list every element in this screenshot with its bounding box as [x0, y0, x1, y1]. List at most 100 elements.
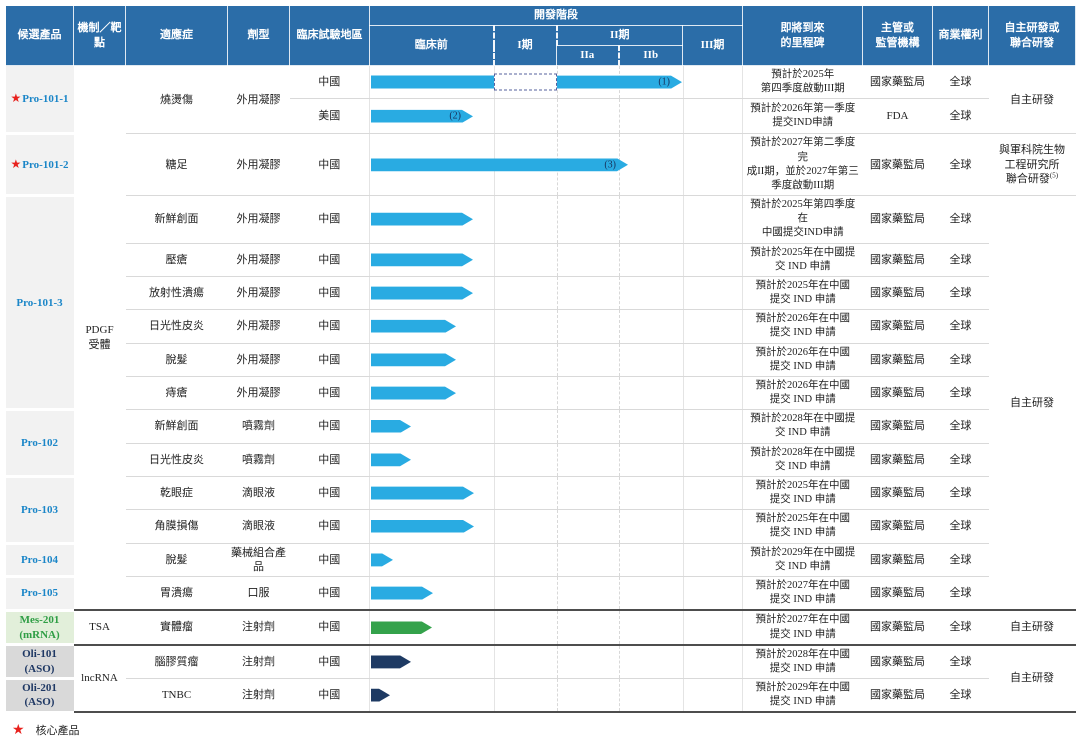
cell-indication: 新鮮創面: [125, 409, 228, 444]
cell-product: Pro-104: [5, 543, 74, 578]
cell-bar: [368, 443, 744, 477]
stage-gridline: [494, 410, 495, 443]
cell-indication: 燒燙傷: [125, 65, 228, 135]
cell-bar: [368, 576, 744, 611]
legend: ★ 核心產品: [12, 722, 1080, 739]
stage-gridline: [619, 576, 620, 610]
stage-gridline: [683, 376, 684, 410]
cell-region: 中國: [289, 543, 370, 577]
stage-gridline: [557, 476, 558, 510]
pipeline-bar: [557, 76, 682, 89]
pipeline-bar: [371, 320, 456, 333]
pipeline-bar: [371, 487, 474, 500]
cell-rights: 全球: [932, 576, 989, 611]
product-name: Oli-201 (ASO): [22, 682, 57, 709]
stage-gridline: [494, 310, 495, 343]
stage-header-preclinical: 臨床前: [369, 25, 494, 66]
stage-gridline: [494, 611, 495, 644]
pipeline-bar: [371, 213, 473, 226]
stage-gridline: [494, 196, 495, 243]
bar-label: (3): [604, 159, 616, 171]
stage-gridline: [557, 510, 558, 543]
table-row: Oli-201 (ASO) TNBC 注射劑 中國 預計於2029年在中國 提交 IND…: [5, 678, 1076, 714]
cell-region: 中國: [289, 443, 370, 477]
cell-region: 中國: [289, 343, 370, 377]
cell-bar: [368, 409, 744, 444]
cell-indication: 日光性皮炎: [125, 309, 228, 344]
cell-regulator: 國家藥監局: [862, 65, 933, 100]
cell-product: Pro-103: [5, 476, 74, 545]
stage-gridline: [557, 611, 558, 644]
stage-gridline: [683, 576, 684, 610]
cell-regulator: 國家藥監局: [862, 276, 933, 311]
legend-label: 核心產品: [35, 725, 80, 738]
cell-form: 注射劑: [227, 678, 290, 714]
cell-development: 與軍科院生物 工程研究所 聯合研發(5): [988, 133, 1076, 197]
table-row: Oli-101 (ASO) lncRNA 腦膠質瘤 注射劑 中國 預計於2028年在中國 …: [5, 644, 1076, 714]
cell-mechanism: PDGF 受體: [85, 324, 114, 351]
cell-milestone: 預計於2027年在中國 提交 IND 申請: [742, 576, 863, 611]
pipeline-bar: [371, 520, 474, 533]
stage-gridline: [619, 679, 620, 712]
cell-region: 中國: [289, 133, 370, 197]
cell-regulator: 國家藥監局: [862, 509, 933, 544]
cell-milestone: 預計於2025年在中國提 交 IND 申請: [742, 243, 863, 277]
cell-indication: 痔瘡: [125, 376, 228, 411]
stage-gridline: [683, 611, 684, 644]
cell-region: 中國: [289, 376, 370, 411]
cell-product: Pro-105: [5, 576, 74, 612]
table-row: 脫髮 外用凝膠 中國 預計於2026年在中國 提交 IND 申請 國家藥監局 全球: [6, 343, 1076, 377]
cell-rights: 全球: [932, 343, 989, 377]
cell-bar: [368, 476, 744, 511]
table-row: 美國 (2) 預計於2026年第一季度 提交IND申請 FDA 全球: [6, 98, 1076, 135]
cell-regulator: 國家藥監局: [862, 309, 933, 344]
cell-bar: (2): [368, 98, 744, 135]
cell-region: 中國: [289, 276, 370, 311]
pipeline-bar: [371, 689, 390, 702]
bar-label: (2): [449, 110, 461, 122]
cell-product: Oli-201 (ASO): [5, 678, 74, 714]
cell-mechanism: TSA: [73, 609, 126, 646]
stage-gridline: [557, 410, 558, 443]
cell-development: 自主研發: [988, 644, 1076, 714]
cell-indication: 放射性潰瘍: [125, 276, 228, 311]
footnote-marker: (5): [1049, 171, 1059, 180]
cell-region: 中國: [289, 678, 370, 714]
cell-bar: [368, 644, 744, 680]
cell-bar: [368, 343, 744, 377]
cell-milestone: 預計於2028年在中國提 交 IND 申請: [742, 443, 863, 477]
cell-region: 中國: [289, 476, 370, 511]
product-name: Pro-101-2: [22, 158, 69, 171]
stage-header-phase2b: IIb: [617, 45, 683, 66]
cell-regulator: 國家藥監局: [862, 609, 933, 646]
stage-gridline: [683, 196, 684, 243]
table-row: Pro-104 脫髮 藥械組合產品 中國 預計於2029年在中國提 交 IND 申請 國家…: [5, 543, 1076, 578]
cell-rights: 全球: [932, 476, 989, 511]
cell-regulator: 國家藥監局: [862, 644, 933, 680]
cell-region: 中國: [289, 195, 370, 244]
col-header-rights: 商業權利: [932, 5, 990, 66]
col-header-stage: 開發階段: [368, 5, 744, 26]
cell-product: Pro-101-3: [5, 195, 74, 412]
col-header-candidate: 候選產品: [5, 5, 74, 66]
cell-rights: 全球: [932, 195, 989, 244]
cell-form: 外用凝膠: [227, 309, 290, 344]
product-name: Pro-102: [20, 436, 59, 449]
stage-gridline: [683, 543, 684, 576]
pipeline-bar: [371, 158, 628, 171]
cell-region: 中國: [289, 576, 370, 611]
pipeline-bar: [371, 420, 411, 433]
table-body: ★Pro-101-1 PDGF 受體 燒燙傷 外用凝膠 中國 (1) 預計於2025年 第四…: [5, 65, 1076, 714]
cell-region: 中國: [289, 309, 370, 344]
stage-gridline: [557, 576, 558, 610]
cell-form: 外用凝膠: [227, 195, 290, 244]
stage-gridline: [683, 343, 684, 376]
cell-indication: 胃潰瘍: [125, 576, 228, 611]
table-row: Pro-103 乾眼症 滴眼液 中國 預計於2025年在中國 提交 IND 申請 國家藥監…: [5, 476, 1076, 545]
cell-regulator: 國家藥監局: [862, 343, 933, 377]
col-header-development: 自主研發或 聯合研發: [988, 5, 1077, 66]
stage-gridline: [683, 410, 684, 443]
pipeline-bar: [371, 387, 456, 400]
stage-gridline: [494, 476, 495, 510]
cell-form: 外用凝膠: [227, 243, 290, 277]
